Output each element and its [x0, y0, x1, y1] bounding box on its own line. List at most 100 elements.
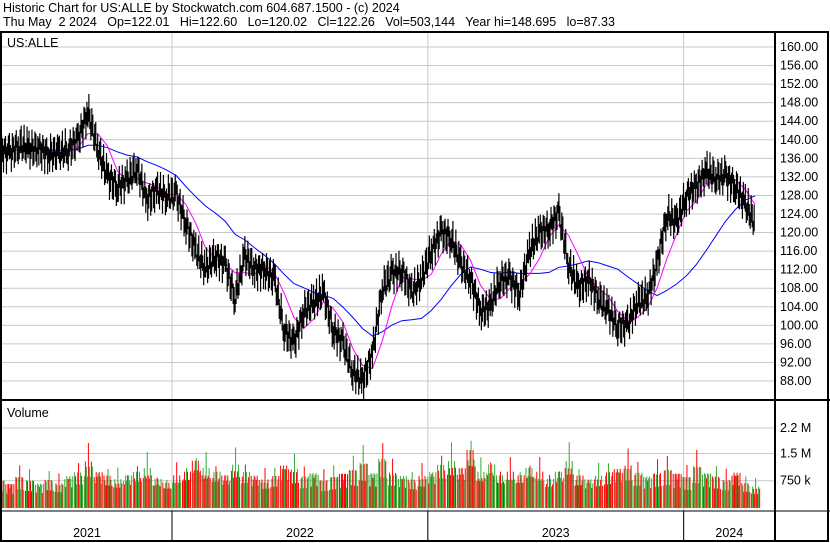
volume-bar [320, 480, 322, 508]
volume-bar [134, 481, 136, 508]
date-tick-label: 2023 [542, 526, 570, 540]
volume-bar [413, 479, 415, 508]
volume-bar [581, 480, 583, 508]
volume-bar [109, 475, 111, 508]
volume-bar [23, 489, 25, 508]
volume-bar [158, 484, 160, 508]
volume-bar [384, 459, 386, 508]
volume-bar [64, 479, 66, 508]
volume-bar [364, 481, 366, 508]
volume-bar [527, 476, 529, 508]
volume-bar [609, 484, 611, 508]
volume-bar [536, 471, 538, 508]
volume-bar [700, 467, 702, 508]
volume-bar [651, 478, 653, 508]
volume-bar [222, 484, 224, 508]
volume-bar [674, 473, 676, 508]
price-tick-label: 132.00 [780, 170, 818, 184]
volume-bar [562, 478, 564, 508]
volume-bar [176, 462, 178, 508]
volume-bar [340, 487, 342, 508]
volume-bar [489, 473, 491, 508]
volume-bar [575, 480, 577, 508]
volume-bar [676, 479, 678, 508]
volume-bar [733, 472, 735, 508]
volume-bar [47, 479, 49, 508]
volume-bar [11, 484, 13, 508]
volume-bar [636, 485, 638, 508]
volume-bar [229, 481, 231, 508]
volume-bar [107, 468, 109, 508]
volume-bar [679, 487, 681, 508]
volume-bar [288, 469, 290, 508]
volume-bar [300, 478, 302, 508]
volume-bar [582, 475, 584, 508]
volume-bar [618, 472, 620, 508]
volume-bar [754, 493, 756, 508]
volume-bar [13, 484, 15, 508]
price-tick-label: 136.00 [780, 151, 818, 165]
volume-bar [417, 486, 419, 508]
volume-bar [673, 487, 675, 508]
volume-bar [41, 493, 43, 508]
volume-bar [654, 473, 656, 508]
volume-bar [515, 483, 517, 508]
volume-bar [458, 468, 460, 508]
volume-bar [263, 482, 265, 508]
volume-bar [598, 462, 600, 508]
volume-bar [466, 449, 468, 508]
volume-bar [718, 477, 720, 508]
volume-bar [240, 483, 242, 508]
volume-bar [97, 473, 99, 508]
volume-bar [648, 478, 650, 508]
volume-bar [117, 467, 119, 508]
volume-bar [325, 481, 327, 508]
volume-bar [414, 482, 416, 508]
volume-bar [696, 450, 698, 508]
volume-bar [94, 483, 96, 508]
volume-bar [252, 479, 254, 508]
volume-bar [521, 482, 523, 508]
chart-frame [0, 31, 830, 542]
volume-bar [571, 460, 573, 508]
volume-bar [137, 481, 139, 508]
volume-bar [572, 474, 574, 508]
volume-bar [35, 492, 37, 508]
volume-bar [60, 492, 62, 508]
volume-bar [25, 490, 27, 508]
volume-bar [15, 476, 17, 508]
volume-bar [355, 470, 357, 508]
volume-bar [108, 485, 110, 508]
volume-bar [737, 475, 739, 508]
price-tick-label: 112.00 [780, 263, 817, 277]
volume-bar [57, 492, 59, 508]
volume-bar [373, 473, 375, 508]
price-tick-label: 144.00 [780, 114, 818, 128]
volume-bar [262, 488, 264, 508]
volume-bar [235, 447, 237, 508]
volume-bar [494, 464, 496, 508]
volume-bar [399, 476, 401, 508]
volume-bar [180, 482, 182, 508]
volume-bar [680, 474, 682, 508]
price-tick-label: 88.00 [780, 374, 811, 388]
volume-bar [472, 450, 474, 508]
volume-bar [476, 481, 478, 508]
volume-bar [284, 469, 286, 508]
volume-bar [277, 479, 279, 508]
volume-bar [684, 489, 686, 508]
volume-bar [241, 476, 243, 508]
volume-bar [334, 476, 336, 508]
volume-bar [9, 488, 11, 508]
volume-bar [125, 475, 127, 508]
volume-bar [358, 480, 360, 508]
volume-bar [86, 476, 88, 508]
volume-bar [443, 464, 445, 508]
volume-bar [51, 481, 53, 508]
volume-bar [456, 474, 458, 508]
volume-bar [301, 476, 303, 508]
volume-bar [68, 478, 70, 508]
volume-bar [550, 478, 552, 508]
volume-bar [685, 477, 687, 508]
volume-bar [326, 480, 328, 508]
